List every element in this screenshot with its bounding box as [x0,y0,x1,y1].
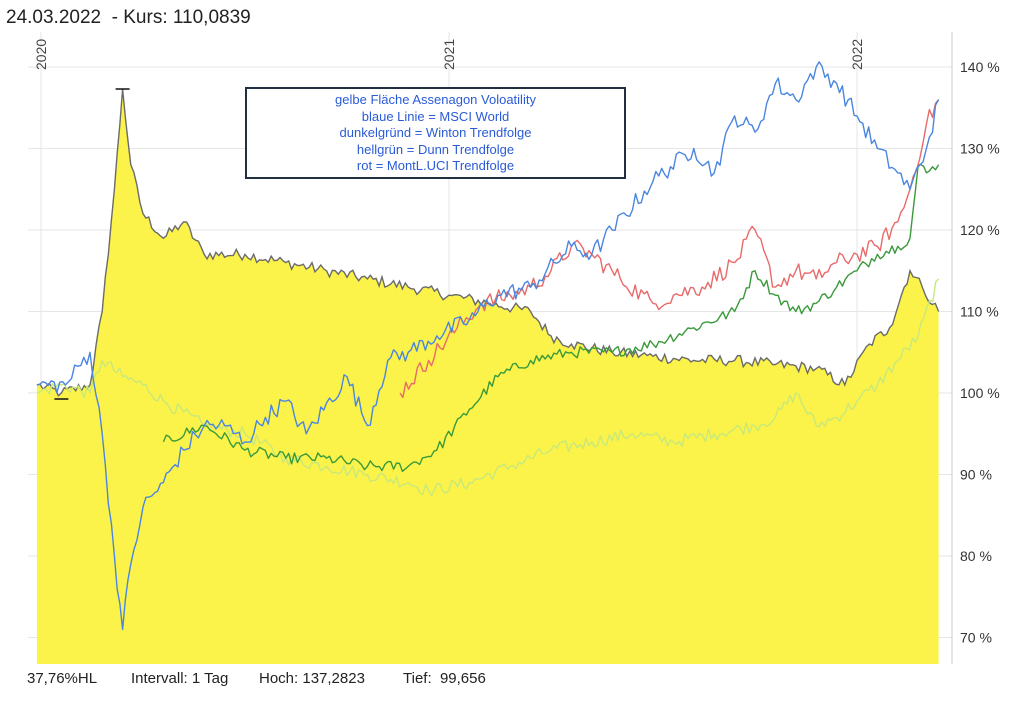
y-tick-label: 120 % [960,222,1000,238]
series-line-dunn [36,278,940,497]
y-tick-label: 100 % [960,385,1000,401]
series-line-msci [36,61,940,631]
footer-low: Tief: 99,656 [403,670,486,687]
legend-entry: rot = MontL.UCI Trendfolge [356,158,515,173]
area-layer [36,89,939,664]
footer-interval: Intervall: 1 Tag [131,670,229,687]
y-tick-label: 110 % [960,304,999,320]
x-axis: 2020 2021 2022 [33,39,865,70]
legend-entry: dunkelgründ = Winton Trendfolge [339,125,532,140]
lines-layer [36,61,940,631]
y-tick-label: 130 % [960,141,1000,157]
legend-entry: blaue Linie = MSCI World [361,108,510,124]
legend-entry: gelbe Fläche Assenagon Voloatility [335,92,536,107]
y-tick-label: 80 % [960,548,992,564]
x-tick-label: 2021 [441,39,457,70]
series-line-winton [162,164,940,472]
series-line-montl [399,99,940,399]
footer-high: Hoch: 137,2823 [259,670,365,687]
legend-entry: hellgrün = Dunn Trendfolge [356,141,515,157]
x-tick-label: 2022 [849,39,865,70]
y-tick-label: 70 % [960,630,992,646]
x-tick-label: 2020 [33,39,49,70]
extrema-markers [54,88,130,400]
legend: gelbe Fläche Assenagon Voloatility blaue … [245,87,626,179]
y-axis: 70 % 80 % 90 % 100 % 110 % 120 % 130 % 140 % [960,59,1000,646]
series-area-assenagon [36,89,939,664]
chart-title: 24.03.2022 - Kurs: 110,0839 [6,7,251,28]
footer-hl: 37,76%HL [27,670,98,687]
y-tick-label: 140 % [960,59,1000,75]
y-tick-label: 90 % [960,467,992,483]
